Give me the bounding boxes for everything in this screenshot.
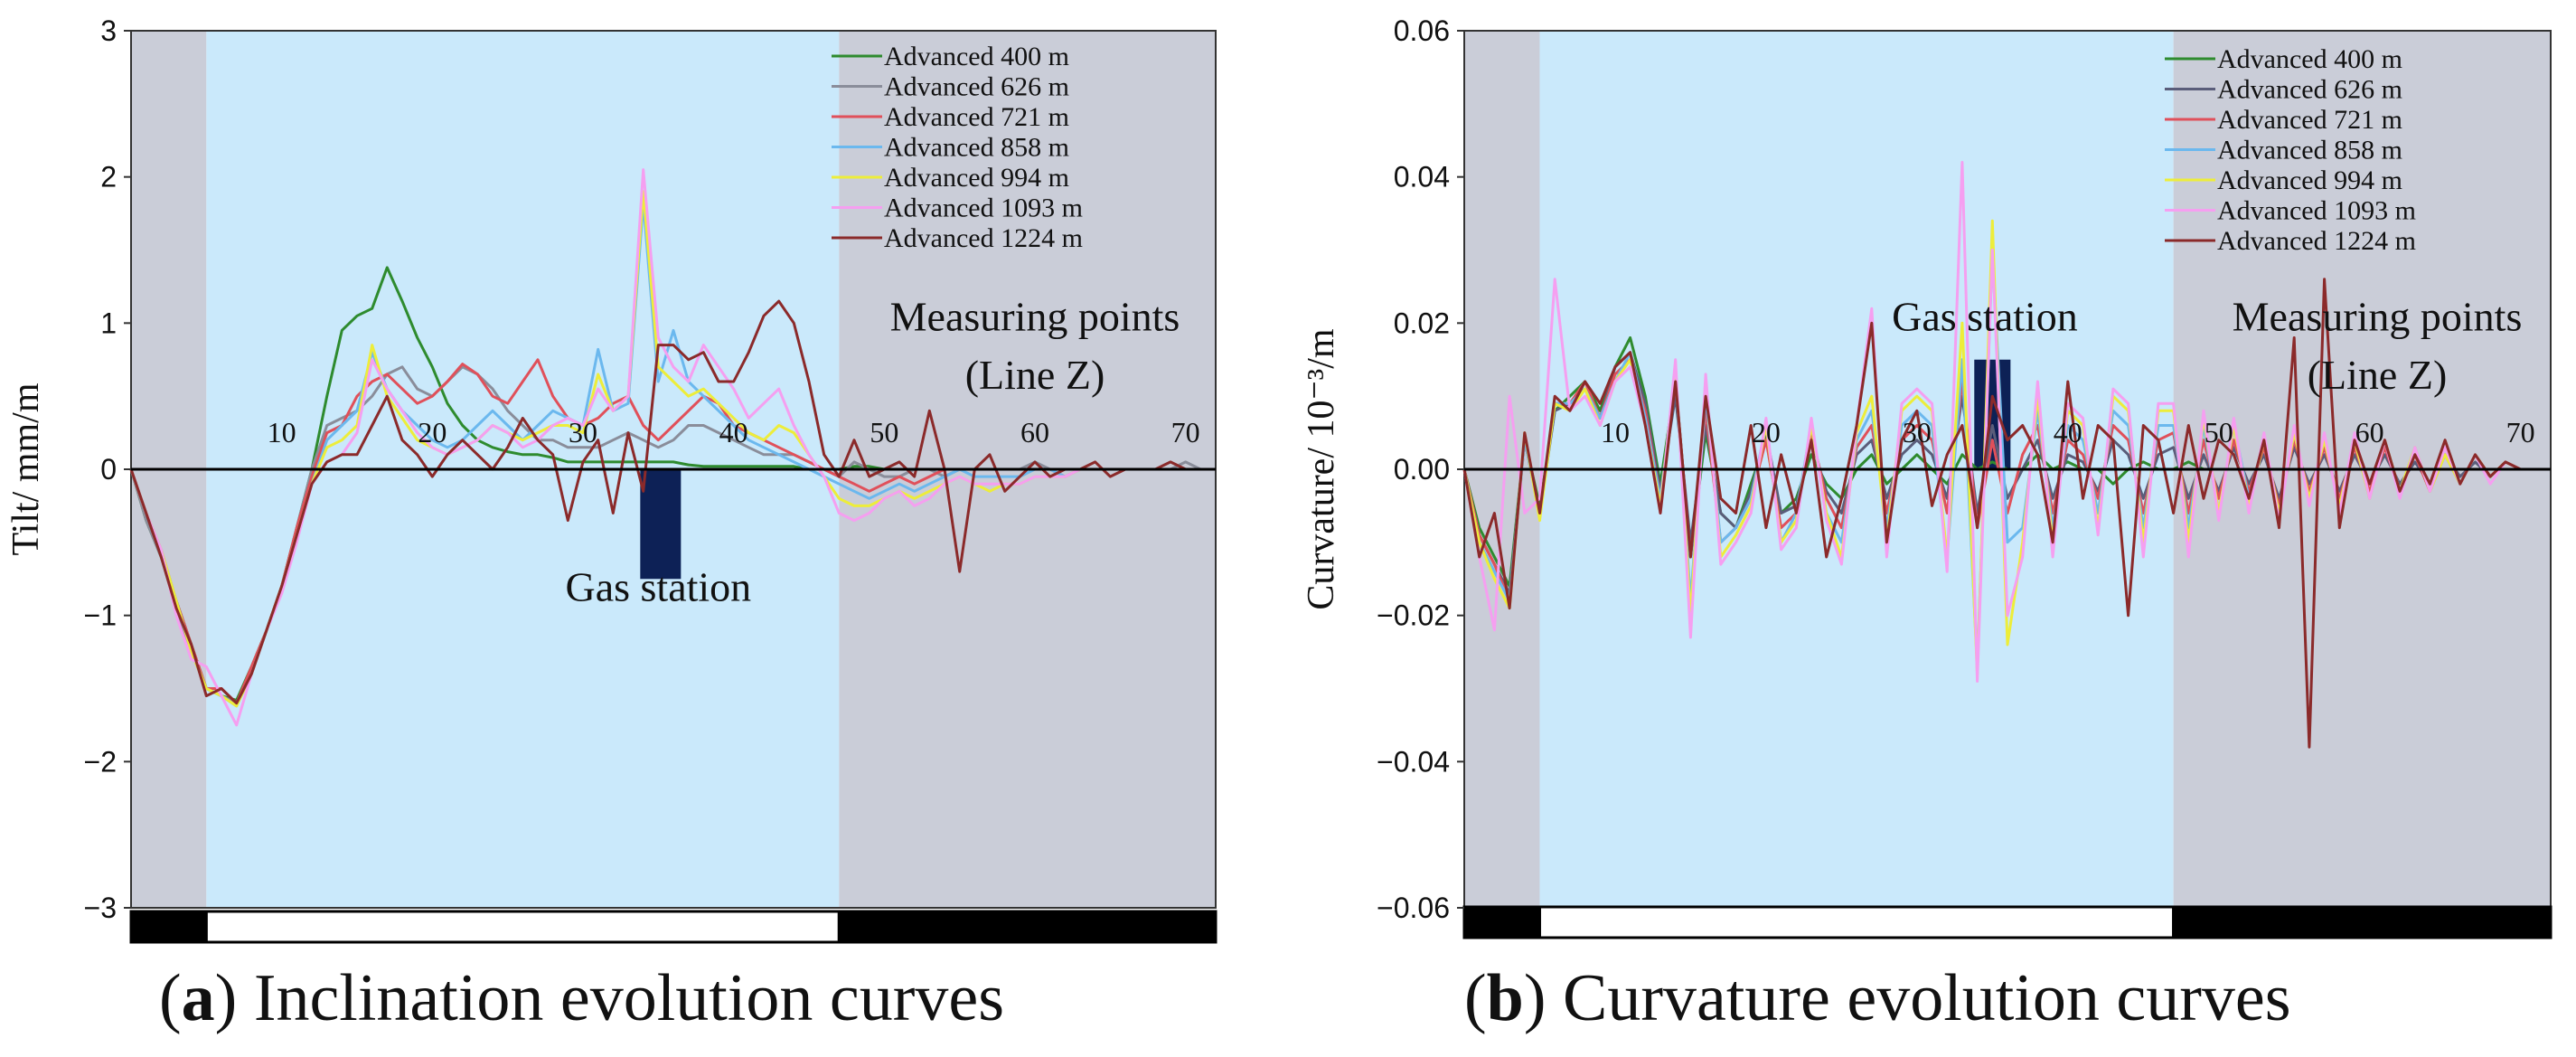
- region-strip-segment-1: [129, 910, 208, 944]
- caption-panel-a: (a) Inclination evolution curves: [159, 961, 1005, 1035]
- x-tick-label: 60: [2355, 416, 2384, 448]
- x-tick-label: 50: [870, 416, 898, 448]
- y-tick-label: 0.00: [1394, 453, 1450, 486]
- legend-label: Advanced 721 m: [2217, 105, 2402, 135]
- region-strip-segment-3: [837, 910, 1217, 944]
- y-tick-label: 2: [100, 161, 117, 193]
- legend-label: Advanced 994 m: [2217, 165, 2402, 195]
- y-tick-label: −0.06: [1377, 892, 1450, 924]
- legend-label: Advanced 400 m: [2217, 44, 2402, 74]
- y-axis-label: Tilt/ mm/m: [5, 382, 47, 555]
- gas-station-marker: [640, 469, 682, 580]
- legend-label: Advanced 400 m: [884, 42, 1069, 71]
- legend-label: Advanced 626 m: [884, 72, 1069, 102]
- annotation-label: (Line Z): [965, 352, 1105, 398]
- y-tick-label: 3: [100, 14, 117, 47]
- annotation-label: (Line Z): [2308, 352, 2448, 398]
- legend-label: Advanced 721 m: [884, 102, 1069, 132]
- x-tick-label: 70: [1171, 416, 1200, 448]
- y-tick-label: −0.02: [1377, 599, 1450, 632]
- series-line-7: [129, 299, 1216, 705]
- x-tick-label: 10: [1601, 416, 1630, 448]
- legend-label: Advanced 994 m: [884, 163, 1069, 193]
- chart-panel-b: −0.06 −0.04 −0.02 0.00 0.02 0.04 0.06 10 20 30 40 5…: [1301, 14, 2552, 939]
- region-strip-segment-2: [204, 910, 841, 944]
- annotation-label: Gas station: [1892, 293, 2078, 339]
- region-strip-segment-1: [1462, 905, 1541, 939]
- legend-label: Advanced 626 m: [2217, 75, 2402, 105]
- y-axis-label: Curvature/ 10⁻³/m: [1301, 328, 1342, 610]
- annotation-label: Measuring points: [2233, 293, 2523, 339]
- y-tick-label: 0.04: [1394, 161, 1450, 193]
- y-tick-label: 0.06: [1394, 14, 1450, 47]
- legend-label: Advanced 1224 m: [2217, 226, 2416, 256]
- y-tick-label: −0.04: [1377, 745, 1450, 778]
- annotation-label: Measuring points: [890, 293, 1180, 339]
- y-tick-label: 0.02: [1394, 307, 1450, 339]
- gas-station-marker: [1974, 359, 2011, 469]
- x-tick-label: 10: [268, 416, 296, 448]
- region-strip-segment-3: [2172, 905, 2552, 939]
- legend-label: Advanced 858 m: [884, 133, 1069, 163]
- legend-label: Advanced 1093 m: [884, 193, 1083, 223]
- series-line-7: [1462, 278, 2551, 749]
- y-tick-label: 1: [100, 307, 117, 339]
- y-tick-label: −2: [84, 745, 117, 778]
- annotation-label: Gas station: [565, 564, 751, 610]
- region-strip-segment-2: [1537, 905, 2176, 939]
- y-tick-label: 0: [100, 453, 117, 486]
- caption-panel-b: (b) Curvature evolution curves: [1464, 961, 2291, 1035]
- x-tick-label: 20: [1752, 416, 1781, 448]
- chart-panel-a: −3 −2 −1 0 1 2 3 10 20 30 40 50 60 70 Tilt/ mm/m Measur…: [5, 14, 1217, 944]
- series-line-3: [1462, 358, 2551, 602]
- y-tick-label: −1: [84, 599, 117, 632]
- x-tick-label: 60: [1020, 416, 1049, 448]
- x-tick-label: 30: [1903, 416, 1932, 448]
- x-tick-label: 20: [418, 416, 447, 448]
- x-tick-label: 30: [569, 416, 597, 448]
- legend-label: Advanced 1224 m: [884, 223, 1083, 253]
- legend-label: Advanced 1093 m: [2217, 196, 2416, 226]
- x-tick-label: 70: [2506, 416, 2535, 448]
- legend-label: Advanced 858 m: [2217, 136, 2402, 165]
- x-tick-label: 50: [2205, 416, 2233, 448]
- x-tick-label: 40: [719, 416, 748, 448]
- y-tick-label: −3: [84, 892, 117, 924]
- x-tick-label: 40: [2054, 416, 2082, 448]
